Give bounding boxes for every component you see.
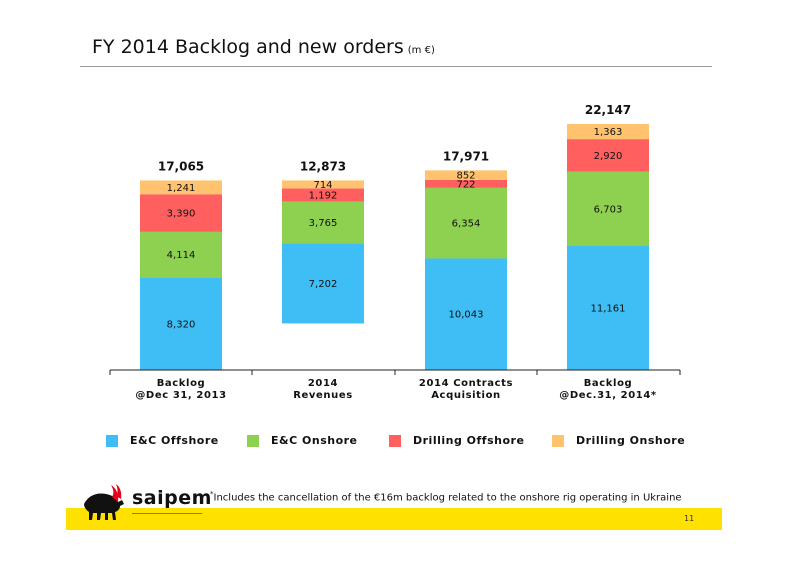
data-label-ec-onshore-2: 3,765 [309, 218, 338, 229]
legend: E&C Offshore E&C Onshore Drilling Offsho… [0, 434, 800, 456]
bar-total-label-2: 12,873 [300, 159, 346, 173]
data-label-drilling-offshore-4: 2,920 [594, 151, 623, 162]
legend-swatch-ec-onshore [247, 434, 259, 447]
data-label-ec-offshore-4: 11,161 [591, 304, 626, 315]
bar-segment-drilling-onshore-3 [425, 170, 507, 180]
bar-total-label-3: 17,971 [443, 149, 489, 163]
data-label-ec-offshore-1: 8,320 [167, 319, 196, 330]
category-label-1-line-1: Backlog [157, 378, 206, 389]
data-label-ec-offshore-2: 7,202 [309, 279, 338, 290]
legend-swatch-ec-offshore [106, 434, 118, 447]
footnote: *Includes the cancellation of the €16m b… [210, 490, 682, 503]
category-label-2-line-1: 2014 [308, 378, 338, 389]
bar-segment-ec-offshore-3 [425, 258, 507, 370]
footnote-text: Includes the cancellation of the €16m ba… [213, 492, 682, 504]
title-text: FY 2014 Backlog and new orders [92, 36, 404, 58]
data-label-ec-onshore-4: 6,703 [594, 204, 623, 215]
six-legged-dog-logo-icon [84, 484, 124, 520]
data-label-drilling-onshore-3: 852 [456, 171, 475, 182]
bar-segment-ec-offshore-2 [282, 243, 364, 324]
bar-segment-drilling-offshore-4 [567, 139, 649, 172]
brand-name: saipem [132, 487, 212, 509]
bar-total-label-4: 22,147 [585, 103, 631, 117]
data-label-drilling-onshore-4: 1,363 [594, 127, 623, 138]
bar-segment-ec-onshore-3 [425, 187, 507, 259]
legend-item-ec-onshore: E&C Onshore [247, 434, 358, 447]
category-label-2-line-2: Revenues [293, 390, 353, 401]
category-label-3-line-1: 2014 Contracts [419, 378, 513, 389]
data-label-ec-offshore-3: 10,043 [449, 310, 484, 321]
legend-swatch-drilling-offshore [389, 434, 401, 447]
data-label-drilling-offshore-2: 1,192 [309, 190, 338, 201]
data-label-drilling-offshore-1: 3,390 [167, 209, 196, 220]
category-label-4-line-2: @Dec.31, 2014* [559, 390, 657, 401]
bar-segment-drilling-onshore-4 [567, 124, 649, 140]
legend-label-drilling-onshore: Drilling Onshore [576, 434, 686, 447]
legend-item-drilling-offshore: Drilling Offshore [389, 434, 524, 447]
bar-total-label-1: 17,065 [158, 159, 204, 173]
data-label-drilling-onshore-1: 1,241 [167, 183, 196, 194]
legend-label-drilling-offshore: Drilling Offshore [413, 434, 525, 447]
bar-segment-drilling-offshore-1 [140, 194, 222, 232]
legend-swatch-drilling-onshore [552, 434, 564, 447]
bar-segment-drilling-onshore-2 [282, 180, 364, 189]
page-title: FY 2014 Backlog and new orders (m €) [92, 36, 435, 58]
bar-segment-drilling-onshore-1 [140, 180, 222, 195]
footer-band [66, 508, 722, 530]
category-label-4-line-1: Backlog [584, 378, 633, 389]
legend-label-ec-onshore: E&C Onshore [271, 434, 358, 447]
footnote-mark: * [210, 490, 214, 498]
legend-item-ec-offshore: E&C Offshore [106, 434, 219, 447]
bar-segment-ec-offshore-1 [140, 277, 222, 370]
bar-segment-ec-onshore-1 [140, 231, 222, 278]
data-label-drilling-onshore-2: 714 [313, 180, 332, 191]
category-label-1-line-2: @Dec 31, 2013 [135, 390, 226, 401]
data-label-ec-onshore-1: 4,114 [167, 250, 196, 261]
data-label-drilling-offshore-3: 722 [456, 179, 475, 190]
legend-item-drilling-onshore: Drilling Onshore [552, 434, 685, 447]
title-divider [80, 66, 712, 67]
title-unit: (m €) [407, 45, 435, 56]
bar-segment-ec-onshore-4 [567, 171, 649, 247]
category-label-3-line-2: Acquisition [431, 390, 501, 401]
page-number: 11 [684, 514, 695, 523]
bar-segment-ec-offshore-4 [567, 246, 649, 370]
brand-underline [132, 513, 202, 514]
legend-label-ec-offshore: E&C Offshore [130, 434, 219, 447]
bar-segment-ec-onshore-2 [282, 201, 364, 244]
bar-segment-drilling-offshore-2 [282, 188, 364, 202]
data-label-ec-onshore-3: 6,354 [452, 219, 481, 230]
bar-segment-drilling-offshore-3 [425, 179, 507, 188]
